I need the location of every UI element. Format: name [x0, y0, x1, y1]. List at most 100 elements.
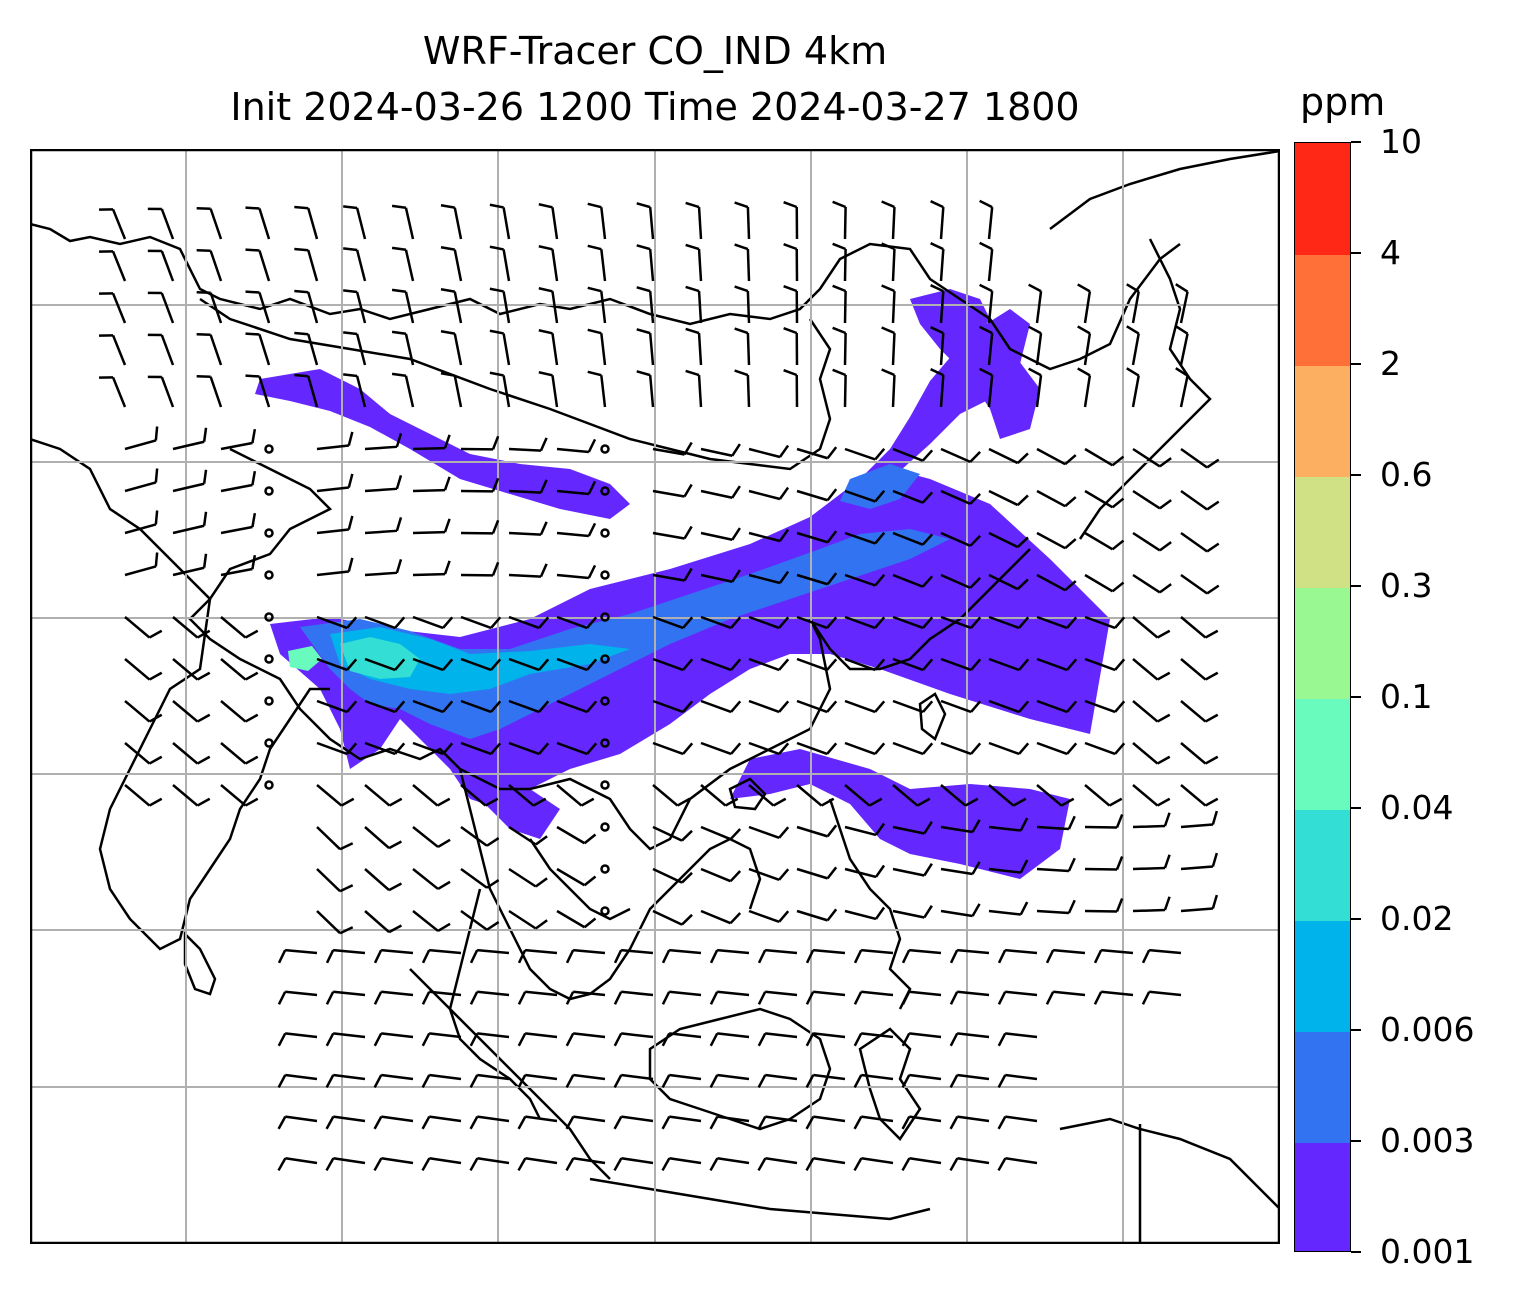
tracer-plume — [255, 289, 1110, 879]
wind-barb — [957, 990, 990, 997]
wind-barb-flag — [868, 797, 883, 807]
wind-barb — [988, 867, 1021, 874]
wind-barb — [172, 524, 205, 535]
wind-barb — [258, 292, 271, 324]
wind-barb — [285, 1073, 318, 1081]
wind-barb — [556, 699, 588, 714]
wind-barb-flag — [757, 1157, 767, 1172]
coastline-borneo — [648, 1007, 832, 1131]
wind-barb-flag — [874, 906, 886, 920]
wind-barb-flag — [489, 203, 504, 209]
wind-barb — [477, 1115, 510, 1123]
wind-barb — [429, 948, 462, 955]
wind-barb-flag — [539, 521, 548, 536]
wind-barb — [940, 867, 973, 876]
wind-barb — [988, 489, 1019, 507]
wind-barb — [1005, 948, 1038, 955]
wind-barb — [1180, 700, 1207, 723]
wind-barb-flag — [517, 991, 527, 1005]
wind-barb-flag — [613, 1116, 623, 1130]
colorbar-tick — [1351, 696, 1361, 698]
wind-barb-flag — [325, 949, 335, 964]
wind-barb-flag — [805, 1157, 815, 1172]
wind-barb — [556, 909, 586, 929]
wind-barb — [909, 1156, 942, 1165]
wind-barb — [1036, 867, 1070, 873]
wind-barb — [1035, 291, 1043, 324]
wind-barb-flag — [373, 991, 383, 1005]
wind-barb-flag — [1066, 616, 1078, 629]
wind-barb — [412, 488, 446, 493]
wind-barb-flag — [949, 949, 959, 964]
wind-barb-flag — [881, 368, 895, 377]
wind-barb-flag — [154, 552, 159, 567]
wind-barb — [988, 615, 1020, 630]
wind-barb-flag — [517, 1116, 527, 1130]
wind-barb — [600, 291, 607, 324]
wind-barb — [861, 948, 894, 955]
wind-barb-flag — [538, 203, 553, 209]
wind-barb — [765, 1073, 798, 1081]
wind-barb — [460, 784, 487, 807]
wind-barb — [556, 615, 588, 630]
wind-barb — [460, 825, 488, 847]
map-subtitle: Init 2024-03-26 1200 Time 2024-03-27 180… — [230, 85, 1080, 129]
wind-barb-flag — [729, 912, 742, 925]
wind-barb — [160, 292, 175, 324]
wind-barb — [477, 1156, 510, 1165]
wind-barb-flag — [491, 561, 500, 576]
wind-barb — [429, 1156, 462, 1165]
wind-barb-flag — [442, 616, 454, 629]
wind-barb — [412, 784, 439, 807]
coastline-malay-peninsula — [448, 888, 542, 1120]
wind-barb-flag — [391, 204, 407, 210]
wind-barb-flag — [343, 289, 358, 294]
wind-barb — [600, 375, 607, 408]
wind-barb — [1036, 825, 1070, 831]
wind-barb-flag — [709, 1074, 719, 1088]
wind-barb — [412, 826, 439, 848]
wind-barb — [1084, 784, 1111, 807]
wind-barb — [796, 699, 828, 714]
wind-barb-flag — [245, 206, 260, 210]
wind-barb — [209, 376, 223, 408]
wind-barb — [861, 990, 894, 997]
wind-barb-flag — [949, 991, 959, 1005]
wind-barb — [765, 1115, 798, 1123]
wind-barb — [111, 208, 127, 240]
wind-barb — [1132, 531, 1161, 552]
wind-barb — [669, 948, 702, 955]
wind-barb — [220, 525, 253, 535]
wind-barb — [717, 1073, 750, 1081]
wind-barb — [748, 657, 780, 672]
wind-barb — [172, 482, 205, 493]
border-china-mongolia — [199, 297, 832, 471]
wind-barb-flag — [683, 441, 693, 456]
colorbar-tick-label: 10 — [1380, 122, 1422, 161]
wind-barb-flag — [1115, 814, 1124, 828]
wind-barb — [669, 1156, 702, 1165]
wind-barb-flag — [1156, 713, 1171, 723]
wind-barb — [669, 990, 702, 997]
wind-barb-flag — [1156, 629, 1171, 639]
wind-barb — [813, 1156, 846, 1165]
wind-barb-flag — [709, 1032, 719, 1047]
wind-barb-flag — [921, 449, 934, 462]
wind-barb — [124, 658, 151, 681]
wind-barb — [648, 207, 655, 240]
wind-barb — [1036, 489, 1066, 508]
wind-barb — [1180, 616, 1207, 639]
wind-barb — [717, 1115, 750, 1123]
wind-barb — [621, 990, 654, 997]
wind-barb — [891, 290, 896, 324]
wind-barb — [364, 699, 396, 714]
wind-barb — [940, 784, 967, 807]
wind-barb-flag — [421, 1032, 431, 1047]
wind-barb — [648, 375, 655, 408]
wind-barb-flag — [757, 1032, 767, 1047]
wind-barb — [460, 867, 488, 889]
wind-barb — [333, 1073, 366, 1081]
wind-barb-flag — [538, 700, 550, 713]
wind-barb — [1005, 1115, 1038, 1123]
wind-barb — [502, 249, 511, 282]
